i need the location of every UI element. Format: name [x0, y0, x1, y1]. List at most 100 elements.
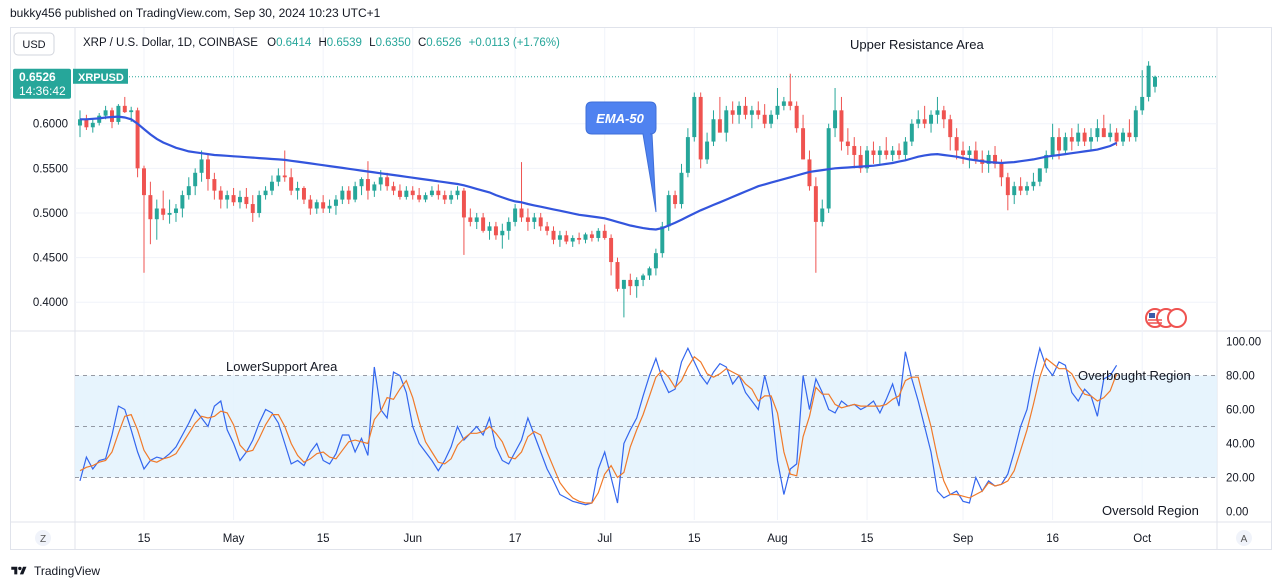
high-label: H: [318, 37, 326, 49]
candle: [589, 230, 594, 242]
candle: [903, 137, 908, 160]
candle: [205, 154, 210, 191]
candle: [173, 204, 178, 222]
candle: [340, 186, 345, 205]
candle: [506, 217, 511, 240]
last-price-value: 0.6526: [19, 70, 56, 84]
price-axis[interactable]: 0.6000 0.5500 0.5000 0.4500 0.4000: [33, 119, 68, 310]
candle: [692, 92, 697, 142]
candle: [1018, 177, 1023, 196]
candle: [839, 96, 844, 151]
candle: [493, 221, 498, 240]
stochastic-k-series: [79, 346, 1118, 506]
candle: [756, 101, 761, 120]
candle: [647, 266, 652, 280]
candle: [391, 181, 396, 196]
candle: [1044, 150, 1049, 173]
candle: [1037, 168, 1042, 187]
stochastic-d-series: [79, 355, 1118, 504]
x-tick-label: 15: [138, 533, 151, 545]
us-flag-event-icons[interactable]: [1145, 308, 1187, 328]
x-tick-label: 16: [1046, 533, 1059, 545]
ticker-badge-bg: [73, 68, 128, 84]
candle: [135, 107, 140, 178]
candle: [583, 232, 588, 244]
x-tick-label: Jul: [597, 533, 612, 545]
candle: [993, 146, 998, 169]
candle: [788, 73, 793, 111]
candles: [78, 61, 1157, 318]
candle: [596, 228, 601, 242]
candle: [557, 230, 562, 247]
candle: [948, 114, 953, 151]
currency-button[interactable]: [13, 32, 55, 56]
candle: [1050, 123, 1055, 160]
last-price-ticker: XRPUSD: [78, 72, 124, 84]
candle: [609, 234, 614, 276]
overbought-label: Overbought Region: [1078, 368, 1191, 383]
candle: [193, 168, 198, 196]
timezone-z-button[interactable]: [35, 530, 51, 546]
candle: [730, 101, 735, 124]
candle: [84, 114, 89, 130]
candle: [78, 110, 82, 138]
candle: [1012, 181, 1017, 205]
candle: [775, 88, 780, 120]
candle: [820, 199, 825, 227]
candle: [967, 146, 972, 169]
price-tick-label: 0.6000: [33, 119, 68, 131]
stochastic-axis[interactable]: 100.00 80.00 60.00 40.00 20.00 0.00: [1226, 337, 1261, 519]
candle: [346, 186, 351, 205]
candle: [429, 186, 434, 197]
ema-50-series: [80, 115, 1118, 231]
auto-scale-button[interactable]: [1236, 530, 1252, 546]
candle: [717, 96, 722, 133]
oversold-label: Oversold Region: [1102, 503, 1199, 518]
time-axis[interactable]: 15 May 15 Jun 17 Jul 15 Aug 15 Sep 16 Oct: [138, 533, 1152, 545]
candle: [525, 208, 530, 231]
bar-countdown: 14:36:42: [19, 84, 66, 98]
candle: [794, 101, 799, 133]
candle: [513, 204, 518, 227]
candle: [442, 190, 447, 205]
candle: [1025, 181, 1030, 196]
candle: [263, 186, 268, 200]
x-tick-label: 15: [317, 533, 330, 545]
x-tick-label: 15: [861, 533, 874, 545]
candle: [858, 146, 863, 173]
stochastic-tick-label: 80.00: [1226, 371, 1255, 383]
close-value: 0.6526: [426, 37, 461, 49]
low-value: 0.6350: [376, 37, 411, 49]
candle: [577, 232, 582, 245]
candle: [90, 119, 95, 133]
ema-50-callout: EMA-50: [585, 101, 657, 213]
candle: [282, 150, 287, 182]
candle: [666, 190, 671, 231]
candle: [1063, 132, 1068, 155]
candle: [877, 146, 882, 164]
candle: [161, 190, 166, 221]
low-label: L: [369, 37, 376, 49]
candle: [289, 168, 294, 196]
candle: [628, 273, 633, 296]
tradingview-brand: TradingView: [34, 564, 101, 578]
publisher-header: bukky456 published on TradingView.com, S…: [10, 6, 381, 20]
candle: [1153, 75, 1157, 93]
candle: [673, 190, 678, 209]
candle: [308, 195, 313, 215]
candle: [359, 177, 364, 196]
candle: [481, 212, 486, 233]
candle: [954, 128, 959, 160]
upper-resistance-label: Upper Resistance Area: [850, 37, 984, 52]
candle: [301, 186, 306, 205]
candle: [116, 104, 121, 125]
price-tick-label: 0.4000: [33, 297, 68, 309]
candle: [257, 190, 262, 218]
candle: [199, 150, 204, 182]
candle: [615, 257, 620, 292]
candle: [749, 105, 754, 129]
price-tick-label: 0.5000: [33, 208, 68, 220]
x-tick-label: Oct: [1133, 533, 1152, 545]
candle: [1121, 128, 1125, 147]
